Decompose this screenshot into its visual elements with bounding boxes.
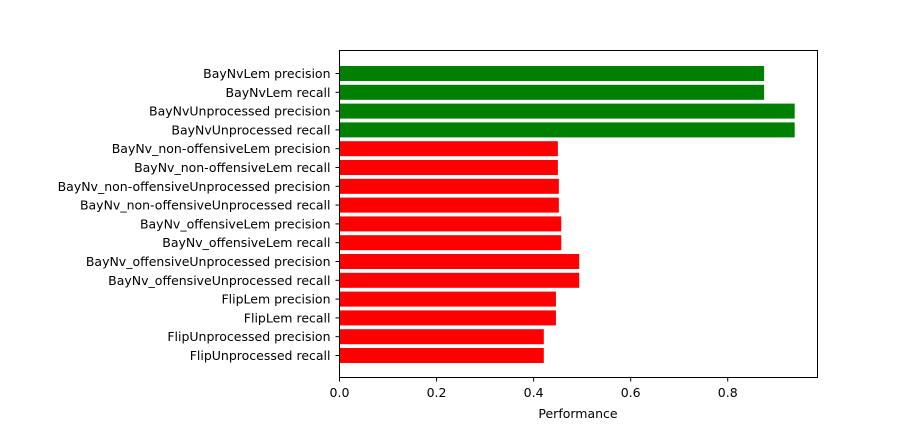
bar xyxy=(339,235,562,251)
category-label: BayNv_non-offensiveLem recall xyxy=(134,160,330,175)
bar xyxy=(339,66,765,81)
category-label: BayNvLem precision xyxy=(203,66,330,81)
bar xyxy=(339,216,562,232)
bar xyxy=(339,310,556,326)
x-ticks: 0.0 0.2 0.4 0.6 0.8 xyxy=(330,377,738,400)
bar xyxy=(339,178,559,194)
category-label: FlipUnprocessed recall xyxy=(190,348,331,363)
category-labels: BayNvLem precision BayNvLem recall BayNvUn… xyxy=(58,66,340,363)
plot-frame xyxy=(339,50,818,378)
category-label: BayNv_non-offensiveLem precision xyxy=(112,141,331,156)
bar xyxy=(339,254,580,269)
bars-group xyxy=(339,66,795,363)
bar xyxy=(339,160,558,175)
bar xyxy=(339,197,559,213)
bar xyxy=(339,329,544,345)
category-label: FlipUnprocessed precision xyxy=(167,329,330,344)
category-label: BayNv_non-offensiveUnprocessed precision xyxy=(58,179,331,194)
x-tick-label: 0.6 xyxy=(621,385,641,400)
category-label: FlipLem precision xyxy=(221,292,330,307)
category-label: BayNv_offensiveLem precision xyxy=(140,216,331,231)
x-tick-label: 0.4 xyxy=(524,385,544,400)
bar xyxy=(339,348,544,363)
bar xyxy=(339,103,795,119)
category-label: BayNv_offensiveUnprocessed recall xyxy=(108,273,330,288)
category-label: BayNvUnprocessed precision xyxy=(149,104,330,119)
x-tick-label: 0.2 xyxy=(427,385,447,400)
bar xyxy=(339,84,765,100)
bar xyxy=(339,122,795,138)
x-tick-label: 0.0 xyxy=(330,385,350,400)
category-label: BayNv_offensiveLem recall xyxy=(162,235,330,250)
bar xyxy=(339,272,580,288)
category-label: BayNvUnprocessed recall xyxy=(171,122,330,137)
category-label: BayNv_non-offensiveUnprocessed recall xyxy=(80,198,331,213)
x-axis-label: Performance xyxy=(538,406,618,421)
category-label: BayNv_offensiveUnprocessed precision xyxy=(86,254,331,269)
bar xyxy=(339,291,556,307)
bar xyxy=(339,141,558,157)
category-label: FlipLem recall xyxy=(244,310,331,325)
x-tick-label: 0.8 xyxy=(718,385,738,400)
category-label: BayNvLem recall xyxy=(226,85,331,100)
